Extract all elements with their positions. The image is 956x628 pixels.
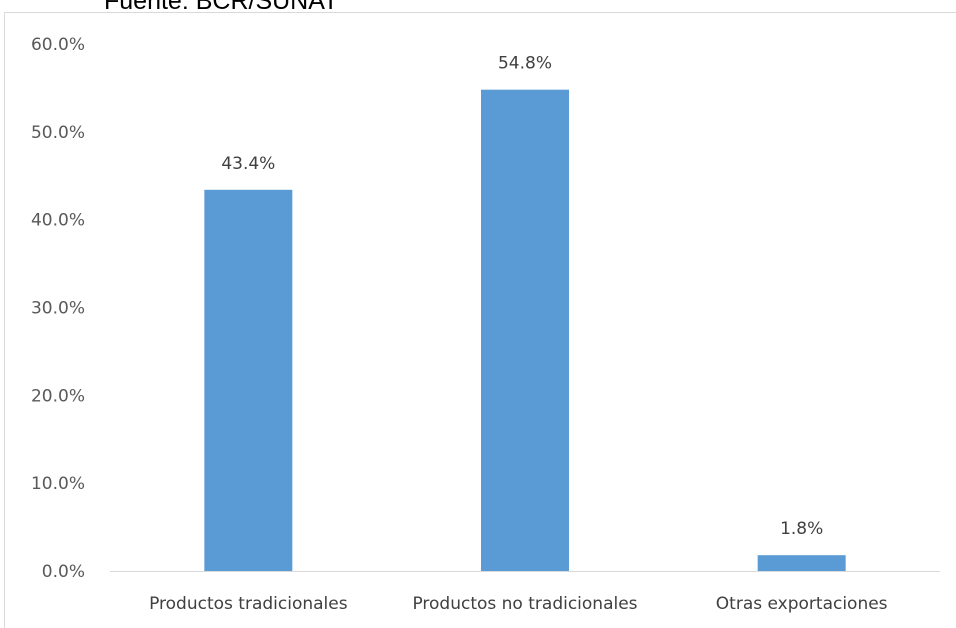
y-tick-label: 30.0%: [31, 299, 85, 319]
category-label: Otras exportaciones: [716, 594, 888, 614]
category-labels: Productos tradicionales Productos no trad…: [149, 594, 888, 614]
category-label: Productos tradicionales: [149, 594, 348, 614]
bar-data-label: 43.4%: [221, 154, 275, 174]
y-tick-label: 0.0%: [42, 562, 85, 582]
bar-data-label: 54.8%: [498, 54, 552, 74]
y-tick-label: 20.0%: [31, 386, 85, 406]
y-tick-label: 10.0%: [31, 474, 85, 494]
bar: [481, 89, 569, 571]
bar: [757, 555, 846, 571]
data-labels: 43.4% 54.8% 1.8%: [221, 54, 823, 540]
chart-source-caption: Fuente: BCR/SUNAT: [104, 0, 339, 15]
y-axis-tick-labels: 0.0% 10.0% 20.0% 30.0% 40.0% 50.0% 60.0%: [31, 35, 85, 582]
bar: [204, 189, 293, 571]
y-tick-label: 50.0%: [31, 123, 85, 143]
y-tick-label: 40.0%: [31, 211, 85, 231]
bar-data-label: 1.8%: [780, 519, 823, 539]
chart-frame: [4, 12, 956, 628]
y-tick-label: 60.0%: [31, 35, 85, 55]
bars: [204, 89, 846, 571]
category-label: Productos no tradicionales: [412, 594, 637, 614]
